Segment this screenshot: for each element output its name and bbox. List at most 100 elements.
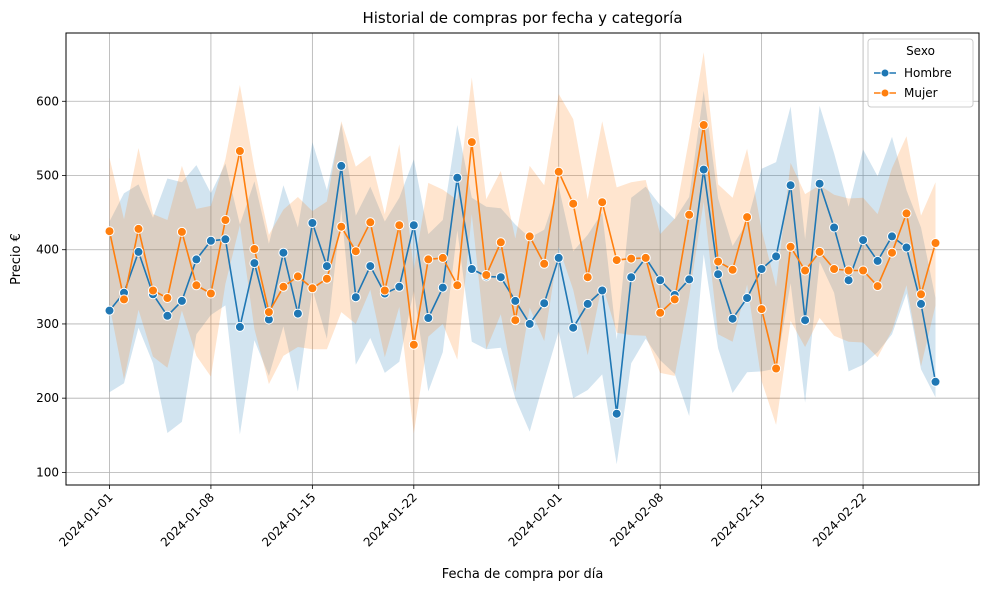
legend-label-mujer: Mujer bbox=[904, 86, 938, 100]
data-point-mujer bbox=[930, 238, 941, 248]
data-point-mujer bbox=[901, 208, 912, 219]
data-point-mujer bbox=[249, 244, 260, 254]
data-point-mujer bbox=[466, 137, 477, 148]
grid bbox=[66, 33, 979, 485]
data-point-mujer bbox=[814, 246, 825, 257]
legend: Sexo Hombre Mujer bbox=[867, 38, 974, 108]
data-point-hombre bbox=[698, 164, 709, 175]
legend-box bbox=[867, 38, 974, 108]
data-point-hombre bbox=[727, 313, 738, 324]
data-point-hombre bbox=[191, 254, 202, 265]
data-point-mujer bbox=[220, 215, 231, 225]
y-tick-label: 200 bbox=[36, 391, 59, 405]
data-point-hombre bbox=[539, 298, 550, 309]
data-point-hombre bbox=[423, 313, 434, 323]
data-point-hombre bbox=[162, 310, 173, 321]
data-point-mujer bbox=[742, 212, 753, 223]
data-point-mujer bbox=[119, 294, 129, 305]
data-point-mujer bbox=[785, 241, 796, 252]
data-point-hombre bbox=[843, 275, 854, 286]
data-point-hombre bbox=[742, 293, 753, 303]
data-point-hombre bbox=[887, 231, 897, 242]
data-point-hombre bbox=[901, 242, 912, 253]
data-point-mujer bbox=[162, 293, 173, 303]
data-point-mujer bbox=[640, 252, 651, 263]
data-point-hombre bbox=[655, 275, 666, 286]
confidence-band-mujer bbox=[109, 52, 936, 434]
data-point-mujer bbox=[800, 265, 811, 276]
data-point-hombre bbox=[350, 292, 361, 303]
y-axis-label: Precio € bbox=[9, 233, 24, 285]
data-point-hombre bbox=[176, 295, 187, 306]
data-point-mujer bbox=[278, 281, 289, 292]
data-point-mujer bbox=[307, 283, 318, 294]
data-point-mujer bbox=[510, 315, 521, 326]
data-point-mujer bbox=[539, 258, 550, 269]
legend-label-hombre: Hombre bbox=[904, 66, 952, 80]
data-point-mujer bbox=[205, 288, 216, 299]
data-point-mujer bbox=[684, 209, 695, 220]
series-line-hombre bbox=[108, 165, 937, 415]
data-point-hombre bbox=[524, 318, 535, 329]
data-point-mujer bbox=[611, 255, 622, 266]
data-point-mujer bbox=[597, 197, 608, 208]
data-point-hombre bbox=[307, 218, 318, 228]
data-point-mujer bbox=[350, 246, 361, 257]
data-point-mujer bbox=[916, 289, 926, 300]
legend-marker-mujer bbox=[880, 88, 890, 98]
data-point-mujer bbox=[582, 272, 593, 283]
data-point-mujer bbox=[452, 280, 463, 291]
data-point-hombre bbox=[800, 315, 811, 326]
data-point-mujer bbox=[191, 280, 202, 291]
data-point-mujer bbox=[727, 264, 738, 275]
data-point-hombre bbox=[713, 269, 724, 280]
data-point-mujer bbox=[713, 256, 724, 267]
data-point-mujer bbox=[148, 285, 158, 296]
data-point-hombre bbox=[365, 261, 376, 272]
data-point-hombre bbox=[872, 255, 883, 266]
data-point-hombre bbox=[814, 178, 825, 189]
data-point-mujer bbox=[887, 247, 897, 258]
y-tick-label: 300 bbox=[36, 317, 59, 331]
data-point-hombre bbox=[858, 235, 869, 246]
data-point-hombre bbox=[278, 247, 289, 258]
data-point-hombre bbox=[611, 408, 622, 419]
data-point-mujer bbox=[553, 166, 564, 177]
data-point-mujer bbox=[321, 273, 332, 284]
data-point-hombre bbox=[510, 295, 521, 306]
series-line-mujer bbox=[108, 124, 937, 370]
data-point-mujer bbox=[568, 198, 579, 209]
data-point-hombre bbox=[234, 321, 245, 332]
data-point-mujer bbox=[408, 339, 419, 350]
legend-marker-hombre bbox=[880, 68, 890, 78]
data-point-mujer bbox=[872, 281, 883, 292]
data-point-mujer bbox=[104, 226, 115, 237]
data-point-mujer bbox=[176, 226, 187, 237]
data-point-mujer bbox=[437, 252, 448, 263]
data-point-hombre bbox=[205, 235, 216, 246]
data-point-mujer bbox=[481, 270, 492, 280]
data-point-hombre bbox=[292, 308, 303, 319]
y-tick-label: 600 bbox=[36, 94, 59, 108]
x-axis-label: Fecha de compra por día bbox=[442, 567, 604, 582]
data-point-mujer bbox=[379, 285, 390, 296]
chart-title: Historial de compras por fecha y categor… bbox=[362, 9, 682, 27]
data-point-hombre bbox=[582, 298, 593, 309]
data-point-hombre bbox=[104, 305, 115, 316]
y-tick-label: 100 bbox=[36, 465, 59, 479]
data-point-hombre bbox=[597, 285, 608, 296]
data-point-mujer bbox=[771, 363, 782, 374]
data-point-hombre bbox=[220, 234, 231, 245]
data-point-hombre bbox=[785, 180, 796, 191]
data-point-hombre bbox=[249, 258, 260, 269]
data-point-mujer bbox=[669, 294, 680, 305]
data-point-mujer bbox=[133, 223, 144, 234]
data-point-mujer bbox=[843, 265, 854, 276]
data-point-mujer bbox=[336, 221, 347, 232]
data-point-hombre bbox=[684, 274, 695, 285]
data-point-mujer bbox=[858, 265, 869, 276]
data-point-mujer bbox=[423, 254, 434, 265]
y-tick-label: 500 bbox=[36, 169, 59, 183]
data-point-hombre bbox=[336, 160, 347, 171]
